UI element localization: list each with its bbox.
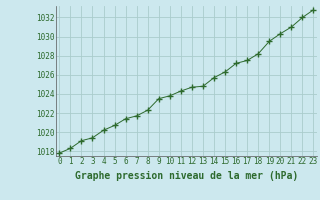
- X-axis label: Graphe pression niveau de la mer (hPa): Graphe pression niveau de la mer (hPa): [75, 171, 298, 181]
